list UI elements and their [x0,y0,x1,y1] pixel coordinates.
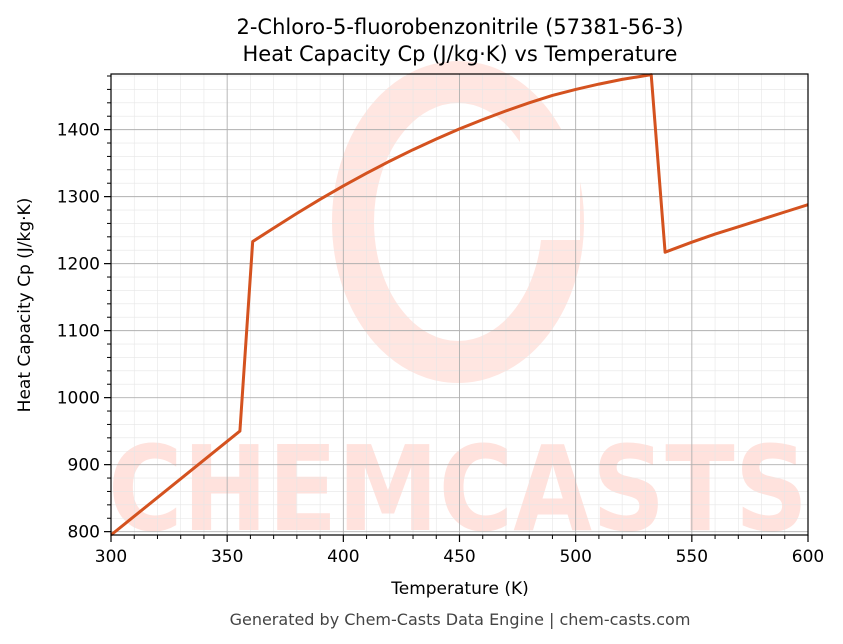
y-tick-label: 900 [68,456,100,476]
chart-title: 2-Chloro-5-fluorobenzonitrile (57381-56-… [236,15,683,39]
y-tick-label: 1200 [57,255,100,275]
y-axis: 800 900 1000 1100 1200 1300 1400 [57,75,111,543]
y-tick-label: 1000 [57,389,100,409]
series-line [110,73,809,537]
x-axis: 300 350 400 450 500 550 600 [95,535,824,567]
x-tick-label: 500 [559,547,591,567]
y-tick-label: 800 [68,523,100,543]
x-tick-label: 550 [676,547,708,567]
x-tick-label: 350 [211,547,243,567]
y-tick-label: 1100 [57,322,100,342]
y-axis-label: Heat Capacity Cp (J/kg·K) [15,198,35,413]
watermark-text: CHEMCASTS [108,420,808,558]
major-grid [110,74,809,535]
y-tick-label: 1300 [57,188,100,208]
x-tick-label: 450 [443,547,475,567]
x-tick-label: 600 [792,547,824,567]
watermark: CHEMCASTS [108,61,808,558]
x-tick-label: 400 [327,547,359,567]
footer-credit: Generated by Chem-Casts Data Engine | ch… [230,610,691,629]
y-tick-label: 1400 [57,121,100,141]
chart-subtitle: Heat Capacity Cp (J/kg·K) vs Temperature [243,42,678,66]
x-axis-label: Temperature (K) [390,579,529,599]
x-tick-label: 300 [95,547,127,567]
watermark-logo-icon [332,61,584,383]
